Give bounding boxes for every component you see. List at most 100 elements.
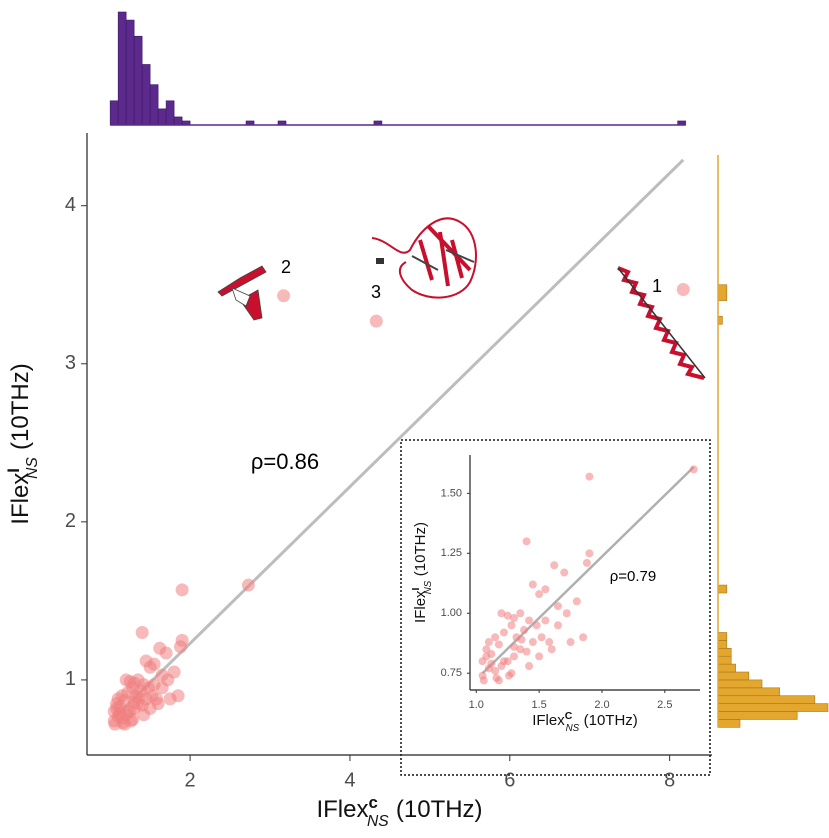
- point: [509, 614, 518, 623]
- protein-globular: [371, 217, 477, 299]
- point: [582, 558, 591, 567]
- label-base: IFlex: [532, 712, 565, 729]
- point: [137, 708, 151, 722]
- histogram-bar: [117, 11, 127, 126]
- label-unit: (10THz): [412, 522, 429, 576]
- histogram-bar: [717, 632, 728, 641]
- point: [572, 597, 581, 606]
- x-tick-label: 6: [504, 769, 515, 791]
- label-unit: (10THz): [584, 712, 638, 729]
- histogram-bar: [133, 35, 143, 126]
- point: [175, 583, 189, 597]
- histogram-bar: [717, 671, 750, 681]
- point: [550, 561, 559, 570]
- histogram-bar: [141, 64, 151, 126]
- y-tick-label: 1.25: [441, 547, 462, 559]
- label-sub: NS: [566, 723, 580, 734]
- point: [676, 282, 690, 296]
- histogram-bar: [717, 640, 728, 649]
- x-tick-label: 1.0: [469, 699, 484, 711]
- point: [516, 609, 525, 618]
- point: [491, 666, 500, 675]
- point: [562, 609, 571, 618]
- point: [553, 621, 562, 630]
- histogram-bar: [173, 116, 183, 126]
- point: [522, 647, 531, 656]
- point: [528, 580, 537, 589]
- x-tick-label: 4: [344, 769, 355, 791]
- label-base: IFlex: [316, 796, 368, 823]
- y-tick-label: 4: [65, 194, 76, 216]
- protein-helix: [617, 266, 706, 380]
- point: [143, 660, 157, 674]
- histogram-bar: [717, 719, 741, 728]
- point: [135, 625, 149, 639]
- point: [499, 657, 508, 666]
- point: [525, 616, 534, 625]
- point: [174, 640, 188, 654]
- label-base: IFlex: [412, 590, 429, 623]
- histogram-bar: [717, 648, 732, 657]
- point: [535, 652, 544, 661]
- histogram-bar: [717, 655, 732, 665]
- histogram-bar: [165, 100, 175, 126]
- histogram-bar: [717, 711, 798, 720]
- x-tick-label: 8: [664, 769, 675, 791]
- label-sup: I: [4, 468, 23, 473]
- histogram-bar: [717, 687, 780, 697]
- point: [541, 585, 550, 594]
- point: [535, 590, 544, 599]
- x-tick-label: 2: [185, 769, 196, 791]
- y-tick-label: 0.75: [441, 667, 462, 679]
- point: [528, 638, 537, 647]
- annotation: ρ=0.79: [610, 568, 657, 585]
- annotation: 1: [652, 276, 662, 296]
- histogram-bar: [125, 19, 135, 126]
- point: [547, 645, 556, 654]
- point: [525, 662, 534, 671]
- point: [509, 642, 518, 651]
- inset-frame: [400, 439, 711, 776]
- label-sup: c: [368, 793, 377, 812]
- label-base: IFlex: [7, 473, 34, 525]
- x-tick-label: 2.0: [594, 699, 609, 711]
- histogram-bar: [157, 108, 167, 126]
- y-tick-label: 1: [65, 668, 76, 690]
- point: [507, 621, 516, 630]
- label-sub: NS: [367, 813, 389, 830]
- histogram-bar: [717, 284, 728, 301]
- point: [566, 638, 575, 647]
- point: [479, 676, 488, 685]
- point: [689, 465, 698, 474]
- label-sub: NS: [423, 580, 434, 594]
- protein-strands: [217, 265, 267, 321]
- point: [155, 668, 169, 682]
- point: [553, 602, 562, 611]
- x-tick-label: 1.5: [531, 699, 546, 711]
- point: [537, 633, 546, 642]
- point: [497, 609, 506, 618]
- point: [132, 690, 146, 704]
- point: [522, 537, 531, 546]
- point: [499, 628, 508, 637]
- histogram-bar: [717, 703, 829, 712]
- point: [171, 689, 185, 703]
- point: [560, 568, 569, 577]
- point: [492, 674, 501, 683]
- label-sup: I: [410, 587, 422, 590]
- point: [241, 578, 255, 592]
- point: [532, 621, 541, 630]
- point: [487, 659, 496, 668]
- histogram-bar: [717, 679, 763, 689]
- label-sup: C: [565, 710, 573, 722]
- y-tick-label: 1.00: [441, 607, 462, 619]
- histogram-bar: [717, 695, 816, 704]
- x-axis-label: IFlexc NS (10THz): [316, 793, 482, 830]
- x-axis-label: IFlexC NS (10THz): [532, 710, 638, 734]
- point: [516, 645, 525, 654]
- annotation: 2: [281, 257, 291, 277]
- point: [110, 701, 124, 715]
- point: [108, 717, 122, 731]
- point: [585, 472, 594, 481]
